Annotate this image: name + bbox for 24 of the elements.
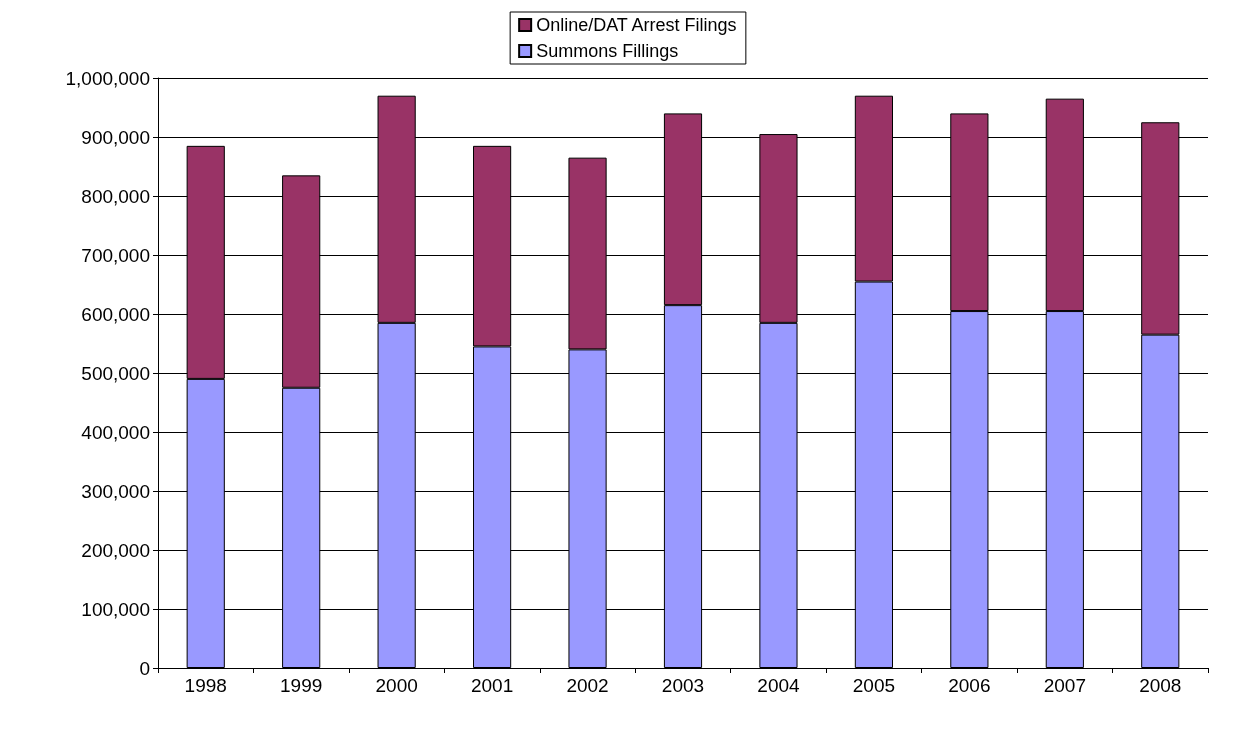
y-tick-label: 600,000 (81, 303, 150, 325)
x-tick-label: 2005 (852, 675, 896, 696)
x-tick-label: 2004 (757, 675, 801, 696)
y-tick-label: 400,000 (81, 421, 150, 443)
x-tick-label: 2008 (1139, 675, 1182, 696)
y-tick-label: 0 (139, 657, 150, 679)
x-tick-label: 1998 (184, 675, 227, 696)
y-tick-label: 500,000 (81, 362, 150, 384)
x-tick-label: 2002 (566, 675, 609, 696)
y-tick-label: 100,000 (81, 598, 150, 620)
x-tick-label: 2001 (470, 675, 514, 696)
y-tick-label: 200,000 (81, 539, 150, 561)
x-tick-label: 2006 (948, 675, 991, 696)
y-tick-label: 300,000 (81, 480, 150, 502)
x-tick-label: 2000 (375, 675, 418, 696)
y-tick-label: 700,000 (81, 244, 150, 266)
x-tick-label: 2003 (661, 675, 705, 696)
legend-label: Summons Fillings (536, 41, 679, 61)
y-tick-label: 1,000,000 (65, 67, 150, 89)
y-tick-label: 900,000 (81, 126, 150, 148)
legend-label: Online/DAT Arrest Filings (536, 15, 737, 35)
y-tick-label: 800,000 (81, 185, 150, 207)
x-tick-label: 1999 (280, 675, 323, 696)
x-tick-label: 2007 (1043, 675, 1086, 696)
